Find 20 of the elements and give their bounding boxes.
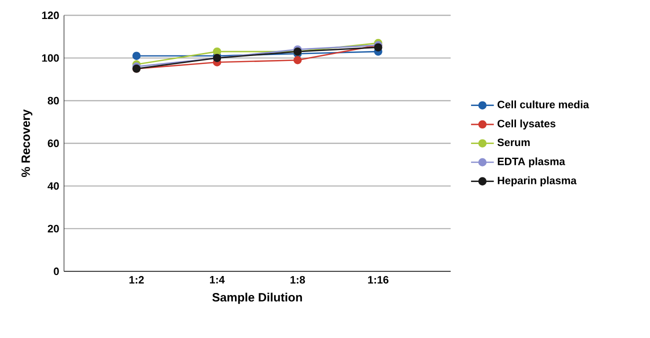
point bbox=[132, 52, 141, 60]
y-tick-label: 0 bbox=[54, 268, 59, 276]
legend-label: Heparin plasma bbox=[498, 176, 577, 186]
legend-label: Serum bbox=[497, 138, 530, 146]
x-axis-title: Sample Dilution bbox=[212, 292, 302, 304]
x-tick-label: 1:16 bbox=[368, 276, 388, 284]
y-tick-label: 80 bbox=[48, 96, 59, 104]
y-tick-label: 100 bbox=[42, 54, 59, 62]
y-tick-label: 20 bbox=[48, 224, 59, 232]
point bbox=[293, 56, 302, 64]
legend-label: Cell lysates bbox=[498, 120, 556, 130]
y-tick-label: 40 bbox=[48, 182, 59, 190]
x-tick-label: 1:2 bbox=[129, 276, 144, 284]
y-axis-title: % Recovery bbox=[22, 109, 32, 178]
y-tick-label: 120 bbox=[42, 12, 59, 20]
x-tick-label: 1:4 bbox=[210, 276, 225, 284]
x-tick-label: 1:8 bbox=[290, 276, 305, 284]
legend-label: EDTA plasma bbox=[498, 157, 566, 168]
legend-label: Cell culture media bbox=[498, 100, 590, 108]
y-tick-label: 60 bbox=[48, 140, 59, 148]
